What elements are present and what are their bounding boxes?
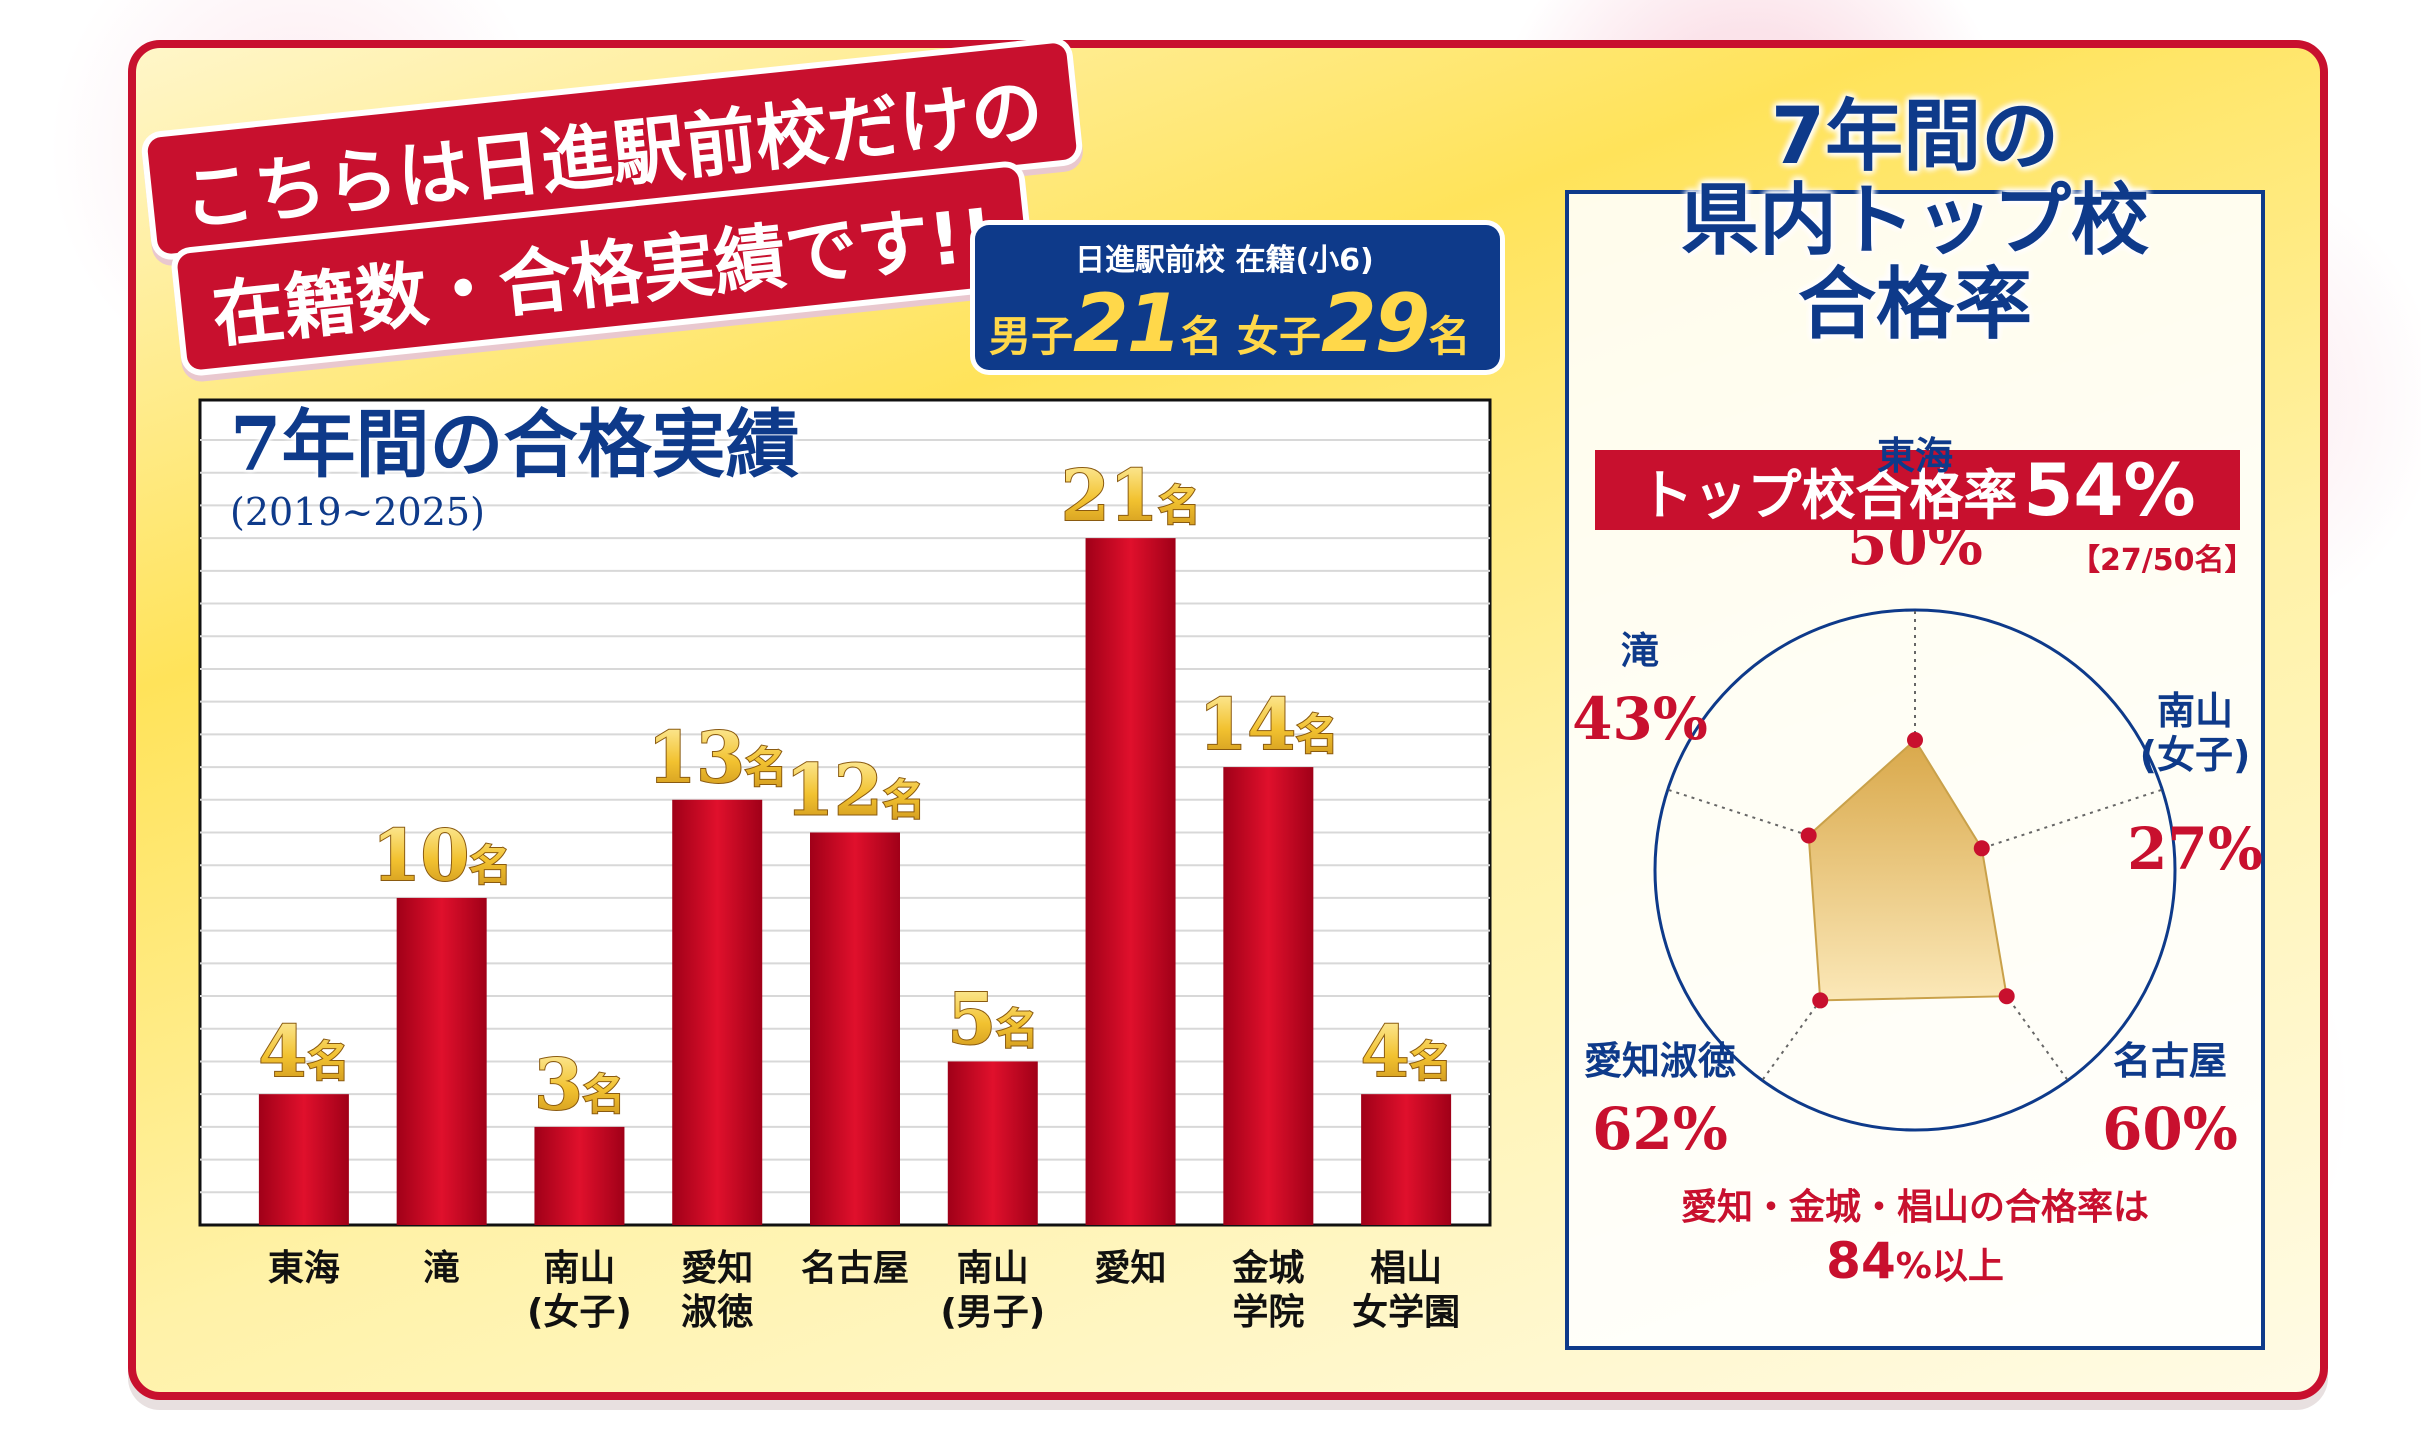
radar-category-line: 愛知淑徳 (1583, 1039, 1736, 1083)
category-label: 女学園 (1352, 1291, 1460, 1333)
right-title-line-3: 合格率 (1797, 260, 2032, 351)
bar-chart: 4名東海10名滝3名南山(女子)13名愛知淑徳12名名古屋5名南山(男子)21名… (198, 398, 1492, 1333)
bar (258, 1094, 349, 1225)
radar-value-label: 27% (2127, 815, 2263, 883)
bar-value-label: 14名 (1199, 683, 1338, 766)
top-rate-label: トップ校合格率 (1639, 463, 2018, 527)
bar (1223, 767, 1314, 1225)
category-label: 愛知 (681, 1248, 753, 1289)
category-label: 滝 (424, 1248, 460, 1289)
chart-subtitle: (2019~2025) (230, 490, 485, 534)
enrollment-heading: 日進駅前校 在籍(小6) (1075, 243, 1374, 278)
radar-spoke (1914, 788, 2163, 871)
footnote-line-2: 84%以上 (1565, 1230, 2265, 1293)
category-label: 南山 (957, 1248, 1029, 1289)
bar (810, 832, 900, 1225)
bar (947, 1061, 1038, 1225)
radar-value-label: 43% (1572, 685, 1708, 753)
bar (672, 799, 763, 1225)
radar-category-label: 愛知淑徳 (1550, 1039, 1770, 1084)
radar-category-line: 名古屋 (2112, 1039, 2227, 1083)
bar-value-label: 4名 (1361, 1010, 1452, 1093)
radar-category-line: 滝 (1620, 629, 1659, 673)
bar-value-label: 4名 (259, 1010, 350, 1093)
girls-unit: 名 (1428, 312, 1471, 361)
boys-count: 21 (1073, 277, 1182, 370)
category-label: (女子) (527, 1292, 632, 1333)
footnote-line-1: 愛知・金城・椙山の合格率は (1680, 1187, 2149, 1228)
radar-chart (1653, 608, 2177, 1132)
girls-count: 29 (1321, 277, 1430, 370)
radar-point (1812, 992, 1829, 1009)
top-rate-count: 【27/50名】 (2070, 543, 2255, 578)
top-rate-banner: トップ校合格率 54% (1595, 448, 2240, 532)
right-title: 7年間の 県内トップ校 合格率 (1565, 95, 2265, 348)
enrollment-box: 日進駅前校 在籍(小6) 男子21名 女子29名 (975, 225, 1500, 370)
top-rate-pct: 54% (2023, 448, 2196, 532)
radar-point (1800, 827, 1817, 844)
bar (1361, 1094, 1452, 1225)
radar-area (1807, 738, 2008, 1002)
radar-value-label: 62% (1592, 1095, 1728, 1163)
bar (1085, 538, 1176, 1225)
category-label: 愛知 (1095, 1248, 1167, 1289)
radar-point (1973, 840, 1990, 857)
radar-category-line: 南山 (2156, 689, 2233, 733)
radar-category-line: (女子) (2139, 732, 2251, 777)
bar (396, 897, 487, 1225)
bar-value-label: 3名 (534, 1043, 625, 1126)
radar-category-line: 東海 (1876, 434, 1953, 478)
radar-spoke (1667, 788, 1916, 871)
radar-value-label: 50% (1847, 510, 1983, 578)
bar-value-label: 13名 (648, 716, 787, 799)
bar (534, 1126, 625, 1225)
bar-value-label: 5名 (947, 977, 1038, 1060)
chart-title: 7年間の合格実績 (230, 402, 800, 488)
boys-label: 男子 (989, 312, 1074, 361)
right-title-line-1: 7年間の (1770, 92, 2060, 182)
radar-value-label: 60% (2102, 1095, 2238, 1163)
category-label: 東海 (268, 1248, 340, 1289)
radar-category-label: 名古屋 (2060, 1039, 2280, 1084)
radar-category-label: 東海 (1805, 434, 2025, 479)
enrollment-counts: 男子21名 女子29名 (989, 277, 1470, 370)
footnote-suffix: %以上 (1895, 1246, 2004, 1287)
category-label: (男子) (940, 1292, 1045, 1333)
bar-value-label: 21名 (1061, 454, 1200, 537)
footnote-pct: 84 (1826, 1232, 1896, 1290)
category-label: 学院 (1232, 1291, 1304, 1333)
right-title-line-2: 県内トップ校 (1680, 176, 2149, 267)
radar-point (1998, 988, 2015, 1005)
bar-value-label: 12名 (785, 749, 924, 832)
category-label: 淑徳 (681, 1292, 753, 1333)
category-label: 南山 (543, 1248, 615, 1289)
category-label: 椙山 (1370, 1248, 1442, 1289)
footnote: 愛知・金城・椙山の合格率は 84%以上 (1565, 1185, 2265, 1293)
bar-value-label: 10名 (372, 814, 511, 897)
radar-outer-ring (1653, 608, 2177, 1132)
boys-unit: 名 (1180, 312, 1223, 361)
category-label: 名古屋 (801, 1248, 909, 1289)
radar-category-label: 南山 (女子) (2085, 689, 2305, 777)
category-label: 金城 (1231, 1247, 1304, 1289)
radar-category-label: 滝 (1530, 629, 1750, 674)
girls-label: 女子 (1236, 312, 1321, 361)
radar-point (1907, 732, 1923, 748)
